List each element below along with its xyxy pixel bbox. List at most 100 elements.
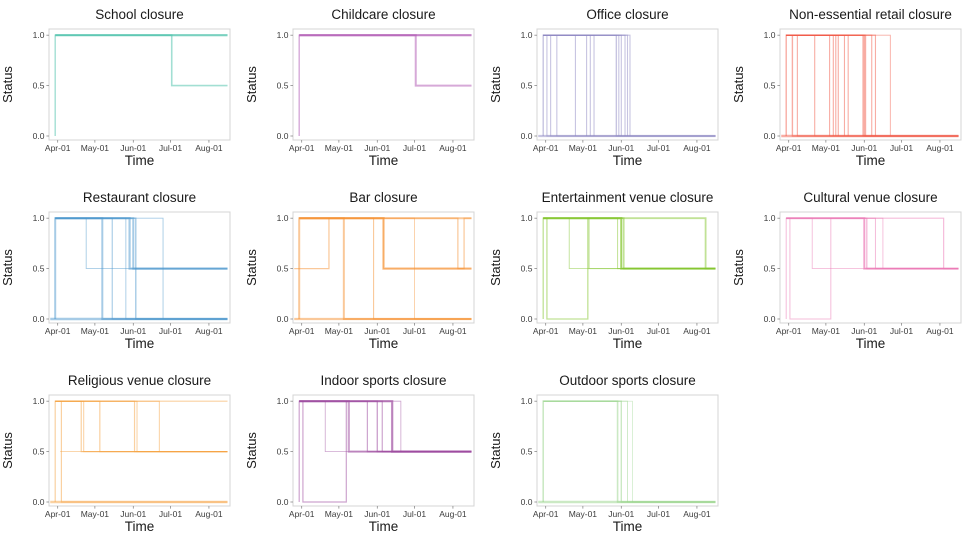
x-tick-label: Aug-01 [195,143,223,153]
panel-plot-outdoor-sports-closure: Outdoor sports closure 0.0 0.5 1.0 Apr-01 May… [488,373,718,534]
x-axis-title: Time [612,519,642,534]
y-tick-label: 1.0 [33,396,45,406]
panel-title: Bar closure [349,190,417,205]
panel-plot-office-closure: Office closure 0.0 0.5 1.0 Apr-01 May-01 Jun-0… [488,7,718,168]
plot-area [292,28,475,141]
y-tick-label: 0.5 [764,264,776,274]
y-axis-title: Status [244,66,259,103]
x-tick-label: Apr-01 [45,326,71,336]
series-line [542,217,716,270]
x-tick-label: Jul-01 [403,326,426,336]
y-axis-title: Status [488,432,503,469]
x-tick-label: May-01 [568,326,597,336]
x-tick-label: Jul-01 [646,509,669,519]
chart-panel-outdoor-sports-closure: Outdoor sports closure 0.0 0.5 1.0 Apr-01 May… [488,366,732,549]
y-tick-label: 0.5 [33,81,45,91]
y-tick-label: 1.0 [33,30,45,40]
x-tick-label: Jul-01 [159,509,182,519]
x-tick-label: Aug-01 [439,509,467,519]
plot-area [779,28,962,141]
y-tick-label: 0.5 [520,447,532,457]
y-axis-title: Status [0,249,15,286]
series-line [542,34,716,137]
chart-panel-school-closure: School closure 0.0 0.5 1.0 Apr-01 May-01 Jun-0… [0,0,244,183]
x-tick-label: May-01 [81,326,110,336]
x-tick-label: Apr-01 [45,509,71,519]
x-tick-label: Jul-01 [890,326,913,336]
x-tick-label: Apr-01 [532,143,558,153]
x-tick-label: Aug-01 [439,326,467,336]
y-axis-title: Status [488,249,503,286]
x-axis-title: Time [125,336,155,351]
x-tick-label: May-01 [568,143,597,153]
x-tick-label: Jul-01 [403,143,426,153]
chart-panel-cultural-venue-closure: Cultural venue closure 0.0 0.5 1.0 Apr-01 May… [731,183,975,366]
y-tick-label: 0.0 [276,497,288,507]
y-tick-label: 0.5 [276,447,288,457]
x-tick-label: Aug-01 [926,143,954,153]
panel-plot-indoor-sports-closure: Indoor sports closure 0.0 0.5 1.0 Apr-01 May-… [244,373,475,534]
x-tick-label: Jun-01 [364,143,390,153]
y-tick-label: 1.0 [764,30,776,40]
x-tick-label: Jul-01 [403,509,426,519]
y-tick-label: 0.5 [33,447,45,457]
y-axis-title: Status [0,66,15,103]
x-tick-label: Apr-01 [45,143,71,153]
x-tick-label: May-01 [324,143,353,153]
chart-panel-entertainment-venue-closure: Entertainment venue closure 0.0 0.5 1.0 Apr-… [488,183,732,366]
y-tick-label: 1.0 [33,213,45,223]
x-axis-title: Time [125,519,155,534]
chart-panel-non-essential-retail-closure: Non-essential retail closure 0.0 0.5 1.0 Apr… [731,0,975,183]
panel-title: Entertainment venue closure [541,190,713,205]
y-tick-label: 0.5 [33,264,45,274]
y-tick-label: 0.5 [520,81,532,91]
x-tick-label: Jun-01 [608,326,634,336]
x-tick-label: Apr-01 [289,509,315,519]
y-tick-label: 0.0 [276,131,288,141]
chart-panel-office-closure: Office closure 0.0 0.5 1.0 Apr-01 May-01 Jun-0… [488,0,732,183]
chart-panel-indoor-sports-closure: Indoor sports closure 0.0 0.5 1.0 Apr-01 May-… [244,366,488,549]
x-tick-label: Jul-01 [159,326,182,336]
series-line [298,400,472,452]
panel-plot-bar-closure: Bar closure 0.0 0.5 1.0 Apr-01 May-01 Jun-01 Ju… [244,190,475,351]
x-tick-label: Aug-01 [926,326,954,336]
series-line [786,34,959,137]
y-tick-label: 0.0 [33,314,45,324]
x-axis-title: Time [369,153,399,168]
x-tick-label: Apr-01 [289,326,315,336]
y-tick-label: 1.0 [276,30,288,40]
chart-panel-childcare-closure: Childcare closure 0.0 0.5 1.0 Apr-01 May-01 Ju… [244,0,488,183]
x-tick-label: Aug-01 [683,143,711,153]
x-tick-label: May-01 [812,143,841,153]
x-tick-label: Aug-01 [195,509,223,519]
x-tick-label: Apr-01 [289,143,315,153]
plot-area [48,394,231,507]
x-tick-label: Apr-01 [532,326,558,336]
panel-title: Office closure [586,7,668,22]
y-tick-label: 0.0 [276,314,288,324]
panel-plot-restaurant-closure: Restaurant closure 0.0 0.5 1.0 Apr-01 May-01 J… [0,190,231,351]
x-axis-title: Time [856,336,886,351]
x-tick-label: Apr-01 [532,509,558,519]
y-axis-title: Status [731,249,746,286]
x-tick-label: May-01 [324,509,353,519]
y-tick-label: 0.5 [276,81,288,91]
x-tick-label: Jun-01 [364,326,390,336]
x-tick-label: May-01 [324,326,353,336]
panel-plot-religious-venue-closure: Religious venue closure 0.0 0.5 1.0 Apr-01 Ma… [0,373,231,534]
y-axis-title: Status [488,66,503,103]
x-axis-title: Time [125,153,155,168]
x-axis-title: Time [612,336,642,351]
x-tick-label: Jun-01 [364,509,390,519]
y-tick-label: 0.0 [33,497,45,507]
panel-title: Religious venue closure [68,373,211,388]
x-tick-label: Jul-01 [646,143,669,153]
y-tick-label: 0.0 [520,314,532,324]
x-tick-label: May-01 [81,143,110,153]
x-tick-label: Jun-01 [608,143,634,153]
x-axis-title: Time [856,153,886,168]
panel-plot-entertainment-venue-closure: Entertainment venue closure 0.0 0.5 1.0 Apr-… [488,190,718,351]
y-tick-label: 1.0 [276,213,288,223]
y-tick-label: 0.5 [764,81,776,91]
y-tick-label: 1.0 [764,213,776,223]
